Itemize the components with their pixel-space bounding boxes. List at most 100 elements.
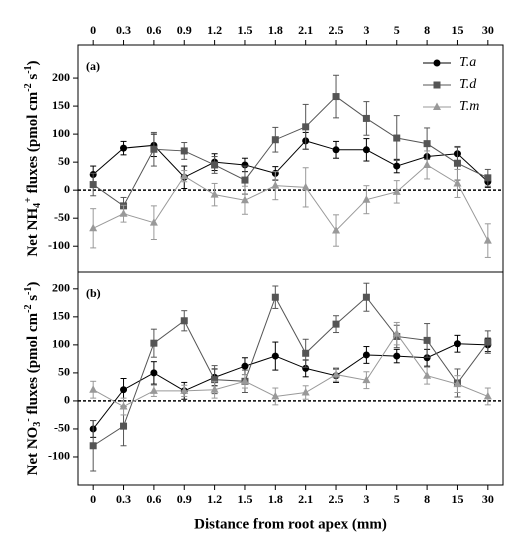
- y-tick-label: 100: [52, 337, 70, 351]
- y-axis-label-part: Net NH: [25, 208, 41, 257]
- point: [332, 93, 340, 101]
- point: [453, 178, 462, 187]
- x-tick-label: 2.5: [329, 492, 344, 506]
- point: [210, 190, 219, 198]
- y-tick-label: -50: [54, 421, 70, 435]
- point: [241, 161, 249, 169]
- x-axis-label: Distance from root apex (mm): [194, 516, 387, 532]
- point: [271, 293, 279, 301]
- point: [453, 340, 461, 348]
- point: [150, 369, 158, 377]
- x-tick-label: 5: [394, 492, 400, 506]
- point: [393, 162, 401, 170]
- point: [271, 181, 280, 189]
- point: [423, 336, 431, 344]
- y-axis-label-part: -2: [23, 83, 34, 91]
- x-tick-label: 15: [451, 492, 463, 506]
- x-tick-label: 8: [424, 492, 430, 506]
- y-tick-label: 150: [52, 98, 70, 112]
- y-tick-label: 150: [52, 309, 70, 323]
- y-tick-label: 50: [58, 365, 70, 379]
- point: [241, 362, 249, 370]
- legend-marker: [433, 102, 441, 110]
- legend-marker: [433, 81, 441, 89]
- plot-frame: [77, 44, 504, 273]
- point: [332, 146, 340, 154]
- panel-label: (a): [86, 59, 100, 73]
- legend-marker: [433, 59, 441, 67]
- y-axis-label-part: -2: [23, 305, 34, 313]
- x-tick-label: 2.1: [298, 23, 313, 37]
- point: [362, 195, 371, 203]
- y-axis-label-part: Net NO: [25, 427, 41, 476]
- point: [211, 161, 219, 169]
- x-tick-label: 30: [482, 23, 494, 37]
- point: [392, 187, 401, 195]
- point: [150, 145, 158, 153]
- point: [423, 140, 431, 148]
- point: [362, 375, 371, 384]
- y-axis-label-part: 3: [32, 422, 43, 427]
- point: [180, 317, 188, 325]
- point: [119, 209, 128, 217]
- point: [362, 146, 370, 154]
- y-tick-label: 100: [52, 126, 70, 140]
- point: [241, 176, 249, 184]
- x-tick-label: 1.5: [237, 492, 252, 506]
- y-axis-label-part: fluxes (pmol cm: [25, 312, 41, 418]
- point: [120, 144, 128, 152]
- x-tick-label: 1.2: [207, 23, 222, 37]
- x-tick-label: 30: [482, 492, 494, 506]
- point: [302, 123, 310, 131]
- y-axis-label-part: -1: [23, 65, 34, 73]
- y-tick-label: 50: [58, 154, 70, 168]
- point: [89, 181, 97, 189]
- point: [120, 422, 128, 430]
- y-tick-label: 0: [64, 182, 70, 196]
- point: [240, 195, 249, 204]
- y-tick-label: 0: [64, 393, 70, 407]
- x-tick-label: 3: [363, 492, 369, 506]
- series-line: [92, 95, 489, 207]
- legend-text: T.a: [459, 55, 476, 70]
- point: [211, 376, 219, 384]
- point: [210, 385, 219, 393]
- x-tick-label: 1.5: [237, 23, 252, 37]
- point: [392, 329, 401, 337]
- point: [484, 338, 492, 346]
- point: [150, 339, 158, 347]
- point: [149, 218, 158, 226]
- point: [453, 379, 462, 388]
- y-axis-label-part: s: [25, 295, 41, 305]
- point: [393, 352, 401, 360]
- point: [483, 391, 492, 400]
- point: [120, 386, 128, 394]
- point: [423, 160, 432, 168]
- point: [302, 349, 310, 357]
- x-tick-label: 0.9: [177, 23, 192, 37]
- point: [180, 171, 189, 180]
- y-axis-label-part: ): [25, 60, 41, 65]
- series-line: [92, 343, 488, 430]
- x-tick-label: 8: [424, 23, 430, 37]
- point: [240, 376, 249, 385]
- x-tick-label: 0.3: [116, 492, 131, 506]
- x-tick-label: 0.9: [177, 492, 192, 506]
- point: [180, 386, 189, 394]
- point: [484, 174, 492, 182]
- y-tick-label: -50: [54, 210, 70, 224]
- y-axis-label-part: -: [23, 418, 34, 421]
- x-tick-label: 15: [451, 23, 463, 37]
- y-axis-label-part: 4: [32, 203, 43, 208]
- y-tick-label: 200: [52, 70, 70, 84]
- point: [362, 293, 370, 301]
- point: [423, 354, 431, 362]
- plot-frame: [77, 271, 504, 486]
- y-axis-label-part: +: [23, 197, 34, 203]
- legend-text: T.m: [459, 99, 479, 114]
- y-tick-label: 200: [52, 281, 70, 295]
- x-tick-label: 0.6: [146, 492, 161, 506]
- point: [362, 114, 370, 122]
- x-tick-label: 0: [90, 492, 96, 506]
